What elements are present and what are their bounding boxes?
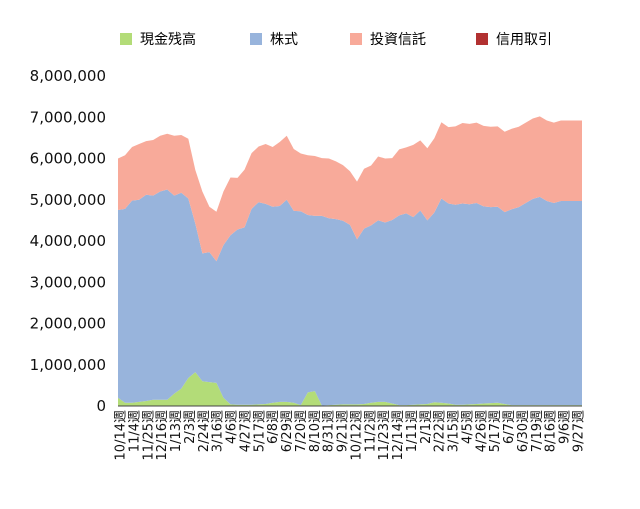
legend-swatch xyxy=(350,33,362,45)
x-tick-label: 4/6週 xyxy=(225,410,240,444)
y-tick-label: 7,000,000 xyxy=(30,108,106,126)
x-tick-label: 3/16週 xyxy=(211,410,226,452)
x-tick-label: 2/3週 xyxy=(183,410,198,444)
y-tick-label: 1,000,000 xyxy=(30,356,106,374)
legend-label: 投資信託 xyxy=(370,32,426,48)
x-tick-label: 6/29週 xyxy=(280,410,295,452)
x-tick-label: 11/2週 xyxy=(363,410,378,452)
x-tick-label: 10/14週 xyxy=(114,410,129,460)
series-area xyxy=(118,116,582,262)
legend-item: 株式 xyxy=(250,32,298,48)
y-axis: 0 1,000,000 2,000,000 3,000,000 4,000,000 5,0… xyxy=(30,67,106,415)
y-tick-label: 4,000,000 xyxy=(30,232,106,250)
legend-item: 投資信託 xyxy=(350,32,426,48)
x-tick-label: 9/21週 xyxy=(336,410,351,452)
y-tick-label: 8,000,000 xyxy=(30,67,106,85)
series-area xyxy=(118,189,582,406)
chart-areas xyxy=(118,116,582,406)
legend-label: 現金残高 xyxy=(140,31,196,48)
x-tick-label: 7/20週 xyxy=(294,410,309,452)
x-tick-label: 7/19週 xyxy=(530,410,545,452)
x-tick-label: 6/30週 xyxy=(516,410,531,452)
x-tick-label: 8/10週 xyxy=(308,410,323,452)
x-tick-label: 4/27週 xyxy=(238,410,253,452)
x-tick-label: 5/17週 xyxy=(252,410,267,452)
series-area xyxy=(118,372,582,406)
y-tick-label: 3,000,000 xyxy=(30,273,106,291)
x-tick-label: 11/23週 xyxy=(377,410,392,460)
x-axis: 10/14週11/4週11/25週12/16週1/13週2/3週2/24週3/1… xyxy=(114,405,587,460)
x-tick-label: 12/16週 xyxy=(155,410,170,460)
x-tick-label: 11/4週 xyxy=(127,410,142,452)
y-tick-label: 5,000,000 xyxy=(30,191,106,209)
x-tick-label: 2/24週 xyxy=(197,410,212,452)
x-tick-label: 11/25週 xyxy=(141,410,156,460)
x-tick-label: 4/26週 xyxy=(474,410,489,452)
x-tick-label: 9/27週 xyxy=(572,410,587,452)
x-tick-label: 4/5週 xyxy=(460,410,475,444)
x-tick-label: 8/16週 xyxy=(544,410,559,452)
y-tick-label: 2,000,000 xyxy=(30,315,106,333)
legend-label: 信用取引 xyxy=(496,32,552,48)
y-tick-label: 6,000,000 xyxy=(30,150,106,168)
chart-legend: 現金残高 株式 投資信託 信用取引 xyxy=(120,31,552,48)
legend-item: 信用取引 xyxy=(476,32,552,48)
legend-label: 株式 xyxy=(270,32,298,48)
legend-item: 現金残高 xyxy=(120,31,196,48)
x-tick-label: 12/14週 xyxy=(391,410,406,460)
x-tick-label: 3/15週 xyxy=(447,410,462,452)
y-tick-label: 0 xyxy=(96,397,106,415)
x-tick-label: 9/6週 xyxy=(558,410,573,444)
x-tick-label: 10/12週 xyxy=(349,410,364,460)
x-tick-label: 1/11週 xyxy=(405,410,420,452)
x-tick-label: 8/31週 xyxy=(322,410,337,452)
x-tick-label: 6/8週 xyxy=(266,410,281,444)
x-tick-label: 6/7週 xyxy=(502,410,517,444)
x-tick-label: 5/17週 xyxy=(488,410,503,452)
x-tick-label: 1/13週 xyxy=(169,410,184,452)
legend-swatch xyxy=(476,33,488,45)
x-tick-label: 2/1週 xyxy=(419,410,434,444)
x-tick-label: 2/22週 xyxy=(433,410,448,452)
legend-swatch xyxy=(120,33,132,45)
legend-swatch xyxy=(250,33,262,45)
